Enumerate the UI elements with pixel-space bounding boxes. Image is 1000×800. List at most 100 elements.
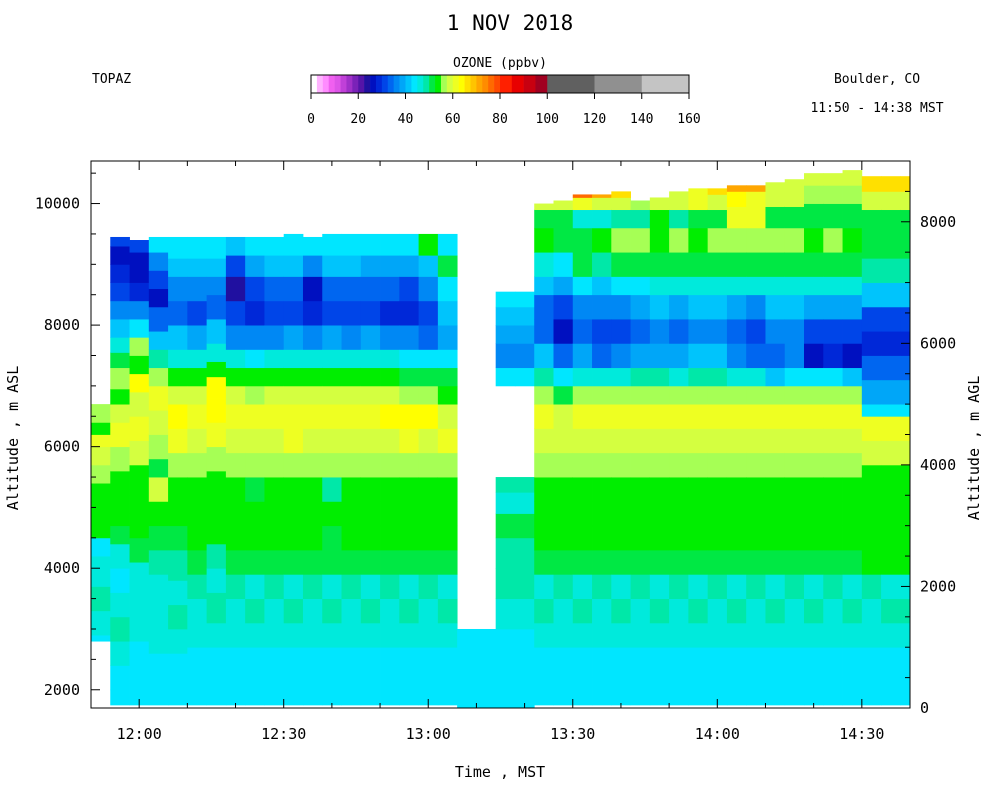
ozone-cell — [900, 543, 911, 575]
ozone-cell — [148, 574, 169, 599]
ozone-cell — [380, 501, 400, 527]
ozone-cell — [110, 367, 130, 390]
ozone-cell — [630, 404, 651, 429]
ozone-cell — [553, 525, 574, 551]
ozone-cell — [187, 452, 208, 478]
ozone-cell — [129, 300, 150, 320]
ozone-cell — [823, 203, 843, 229]
ozone-cell — [881, 464, 901, 496]
ozone-cell — [726, 452, 747, 478]
ozone-cell — [881, 404, 901, 417]
ozone-cell — [900, 233, 911, 259]
y-left-tick-label: 10000 — [35, 195, 80, 213]
ozone-cell — [495, 513, 516, 539]
ozone-cell — [804, 367, 824, 387]
ozone-cell — [380, 349, 400, 369]
ozone-cell — [341, 501, 362, 527]
ozone-cell — [649, 197, 670, 211]
ozone-cell — [322, 452, 342, 478]
ozone-cell — [380, 367, 400, 387]
ozone-cell — [322, 598, 342, 624]
ozone-cell — [225, 349, 246, 369]
ozone-cell — [900, 355, 911, 381]
ozone-cell — [746, 227, 766, 253]
ozone-cell — [110, 352, 130, 369]
ozone-cell — [187, 300, 208, 326]
colorbar-bin — [328, 75, 335, 93]
colorbar-bin — [523, 75, 536, 93]
ozone-cell — [707, 209, 728, 229]
ozone-cell — [572, 385, 593, 405]
ozone-cell — [611, 209, 631, 229]
ozone-cell — [842, 170, 863, 186]
ozone-cell — [187, 385, 208, 405]
ozone-cell — [206, 677, 227, 706]
ozone-cell — [91, 404, 111, 423]
y-right-tick-label: 6000 — [920, 334, 956, 352]
ozone-cell — [534, 677, 554, 706]
ozone-cell — [283, 525, 304, 551]
ozone-cell — [380, 677, 400, 706]
ozone-cell — [881, 598, 901, 624]
colorbar-tick-label: 60 — [445, 112, 461, 127]
ozone-cell — [245, 598, 265, 624]
ozone-cell — [669, 452, 689, 478]
ozone-cell — [418, 300, 439, 326]
ozone-cell — [148, 683, 169, 706]
ozone-cell — [302, 349, 323, 369]
ozone-cell — [206, 376, 227, 399]
ozone-cell — [649, 574, 670, 599]
ozone-cell — [553, 227, 574, 253]
ozone-cell — [630, 452, 651, 478]
ozone-cell — [688, 227, 709, 253]
ozone-cell — [823, 276, 843, 296]
ozone-cell — [129, 586, 150, 612]
ozone-cell — [110, 300, 130, 320]
ozone-cell — [707, 525, 728, 551]
ozone-cell — [302, 647, 323, 679]
ozone-cell — [784, 677, 805, 706]
ozone-cell — [669, 647, 689, 679]
ozone-cell — [842, 677, 863, 706]
ozone-cell — [765, 677, 786, 706]
ozone-cell — [649, 343, 670, 369]
colorbar-tick-label: 0 — [307, 112, 315, 127]
ozone-cell — [148, 477, 169, 502]
ozone-cell — [861, 677, 882, 706]
colorbar-bin — [393, 75, 400, 93]
ozone-cell — [765, 647, 786, 679]
ozone-cell — [746, 574, 766, 599]
ozone-cell — [881, 543, 901, 575]
ozone-cell — [784, 477, 805, 502]
ozone-cell — [148, 434, 169, 460]
ozone-cell — [322, 647, 342, 679]
x-tick-label: 12:30 — [261, 725, 306, 743]
ozone-cell — [804, 501, 824, 527]
ozone-cell — [572, 525, 593, 551]
ozone-cell — [360, 349, 381, 369]
ozone-cell — [707, 501, 728, 527]
ozone-cell — [264, 525, 285, 551]
ozone-cell — [707, 343, 728, 369]
ozone-cell — [842, 343, 863, 369]
ozone-cell — [669, 276, 689, 296]
ozone-cell — [804, 477, 824, 502]
ozone-cell — [129, 373, 150, 393]
ozone-cell — [611, 428, 631, 454]
ozone-cell — [746, 525, 766, 551]
ozone-cell — [495, 492, 516, 514]
ozone-cell — [823, 367, 843, 387]
ozone-cell — [168, 501, 188, 527]
y-right-tick-label: 0 — [920, 699, 929, 717]
ozone-cell — [245, 677, 265, 706]
ozone-cell — [553, 319, 574, 344]
ozone-cell — [861, 416, 882, 441]
colorbar-bin — [405, 75, 412, 93]
ozone-cell — [283, 255, 304, 277]
ozone-cell — [399, 525, 419, 551]
ozone-cell — [630, 209, 651, 229]
ozone-cell — [437, 349, 458, 369]
ozone-cell — [592, 477, 612, 502]
ozone-cell — [283, 349, 304, 369]
ozone-cell — [823, 622, 843, 648]
